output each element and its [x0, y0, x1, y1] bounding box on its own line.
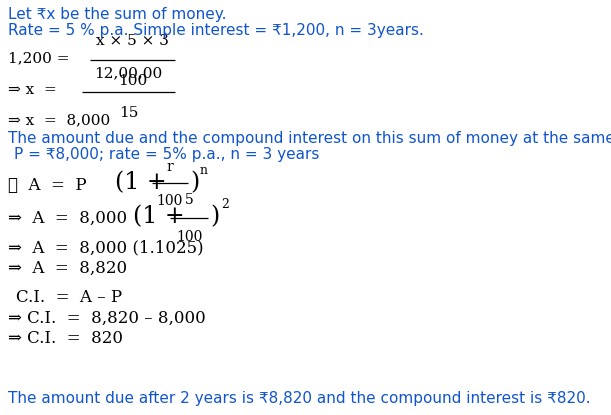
Text: 2: 2 — [221, 198, 229, 212]
Text: 12,00,00: 12,00,00 — [94, 66, 163, 80]
Text: ⇒  A  =  8,000: ⇒ A = 8,000 — [8, 210, 127, 227]
Text: (1 +: (1 + — [115, 171, 167, 195]
Text: ∴  A  =  P: ∴ A = P — [8, 176, 87, 193]
Text: ): ) — [190, 171, 199, 195]
Text: C.I.  =  A – P: C.I. = A – P — [16, 290, 122, 307]
Text: 1,200 =: 1,200 = — [8, 51, 70, 65]
Text: n: n — [200, 164, 208, 178]
Text: ⇒ C.I.  =  8,820 – 8,000: ⇒ C.I. = 8,820 – 8,000 — [8, 310, 206, 327]
Text: ⇒  A  =  8,000 (1.1025): ⇒ A = 8,000 (1.1025) — [8, 239, 203, 256]
Text: x × 5 × 3: x × 5 × 3 — [96, 34, 169, 48]
Text: P = ₹8,000; rate = 5% p.a., n = 3 years: P = ₹8,000; rate = 5% p.a., n = 3 years — [14, 146, 320, 161]
Text: ⇒ C.I.  =  820: ⇒ C.I. = 820 — [8, 330, 123, 347]
Text: The amount due and the compound interest on this sum of money at the same rate a: The amount due and the compound interest… — [8, 130, 611, 146]
Text: 5: 5 — [185, 193, 193, 207]
Text: ): ) — [210, 205, 219, 229]
Text: Let ₹x be the sum of money.: Let ₹x be the sum of money. — [8, 7, 227, 22]
Text: ⇒ x  =  8,000: ⇒ x = 8,000 — [8, 113, 110, 127]
Text: ⇒ x  =: ⇒ x = — [8, 83, 57, 97]
Text: Rate = 5 % p.a. Simple interest = ₹1,200, n = 3years.: Rate = 5 % p.a. Simple interest = ₹1,200… — [8, 22, 424, 37]
Text: 100: 100 — [176, 230, 202, 244]
Text: ⇒  A  =  8,820: ⇒ A = 8,820 — [8, 259, 127, 276]
Text: 15: 15 — [119, 106, 138, 120]
Text: The amount due after 2 years is ₹8,820 and the compound interest is ₹820.: The amount due after 2 years is ₹8,820 a… — [8, 391, 591, 405]
Text: 100: 100 — [118, 74, 147, 88]
Text: 100: 100 — [157, 194, 183, 208]
Text: (1 +: (1 + — [133, 205, 185, 229]
Text: r: r — [167, 160, 174, 174]
